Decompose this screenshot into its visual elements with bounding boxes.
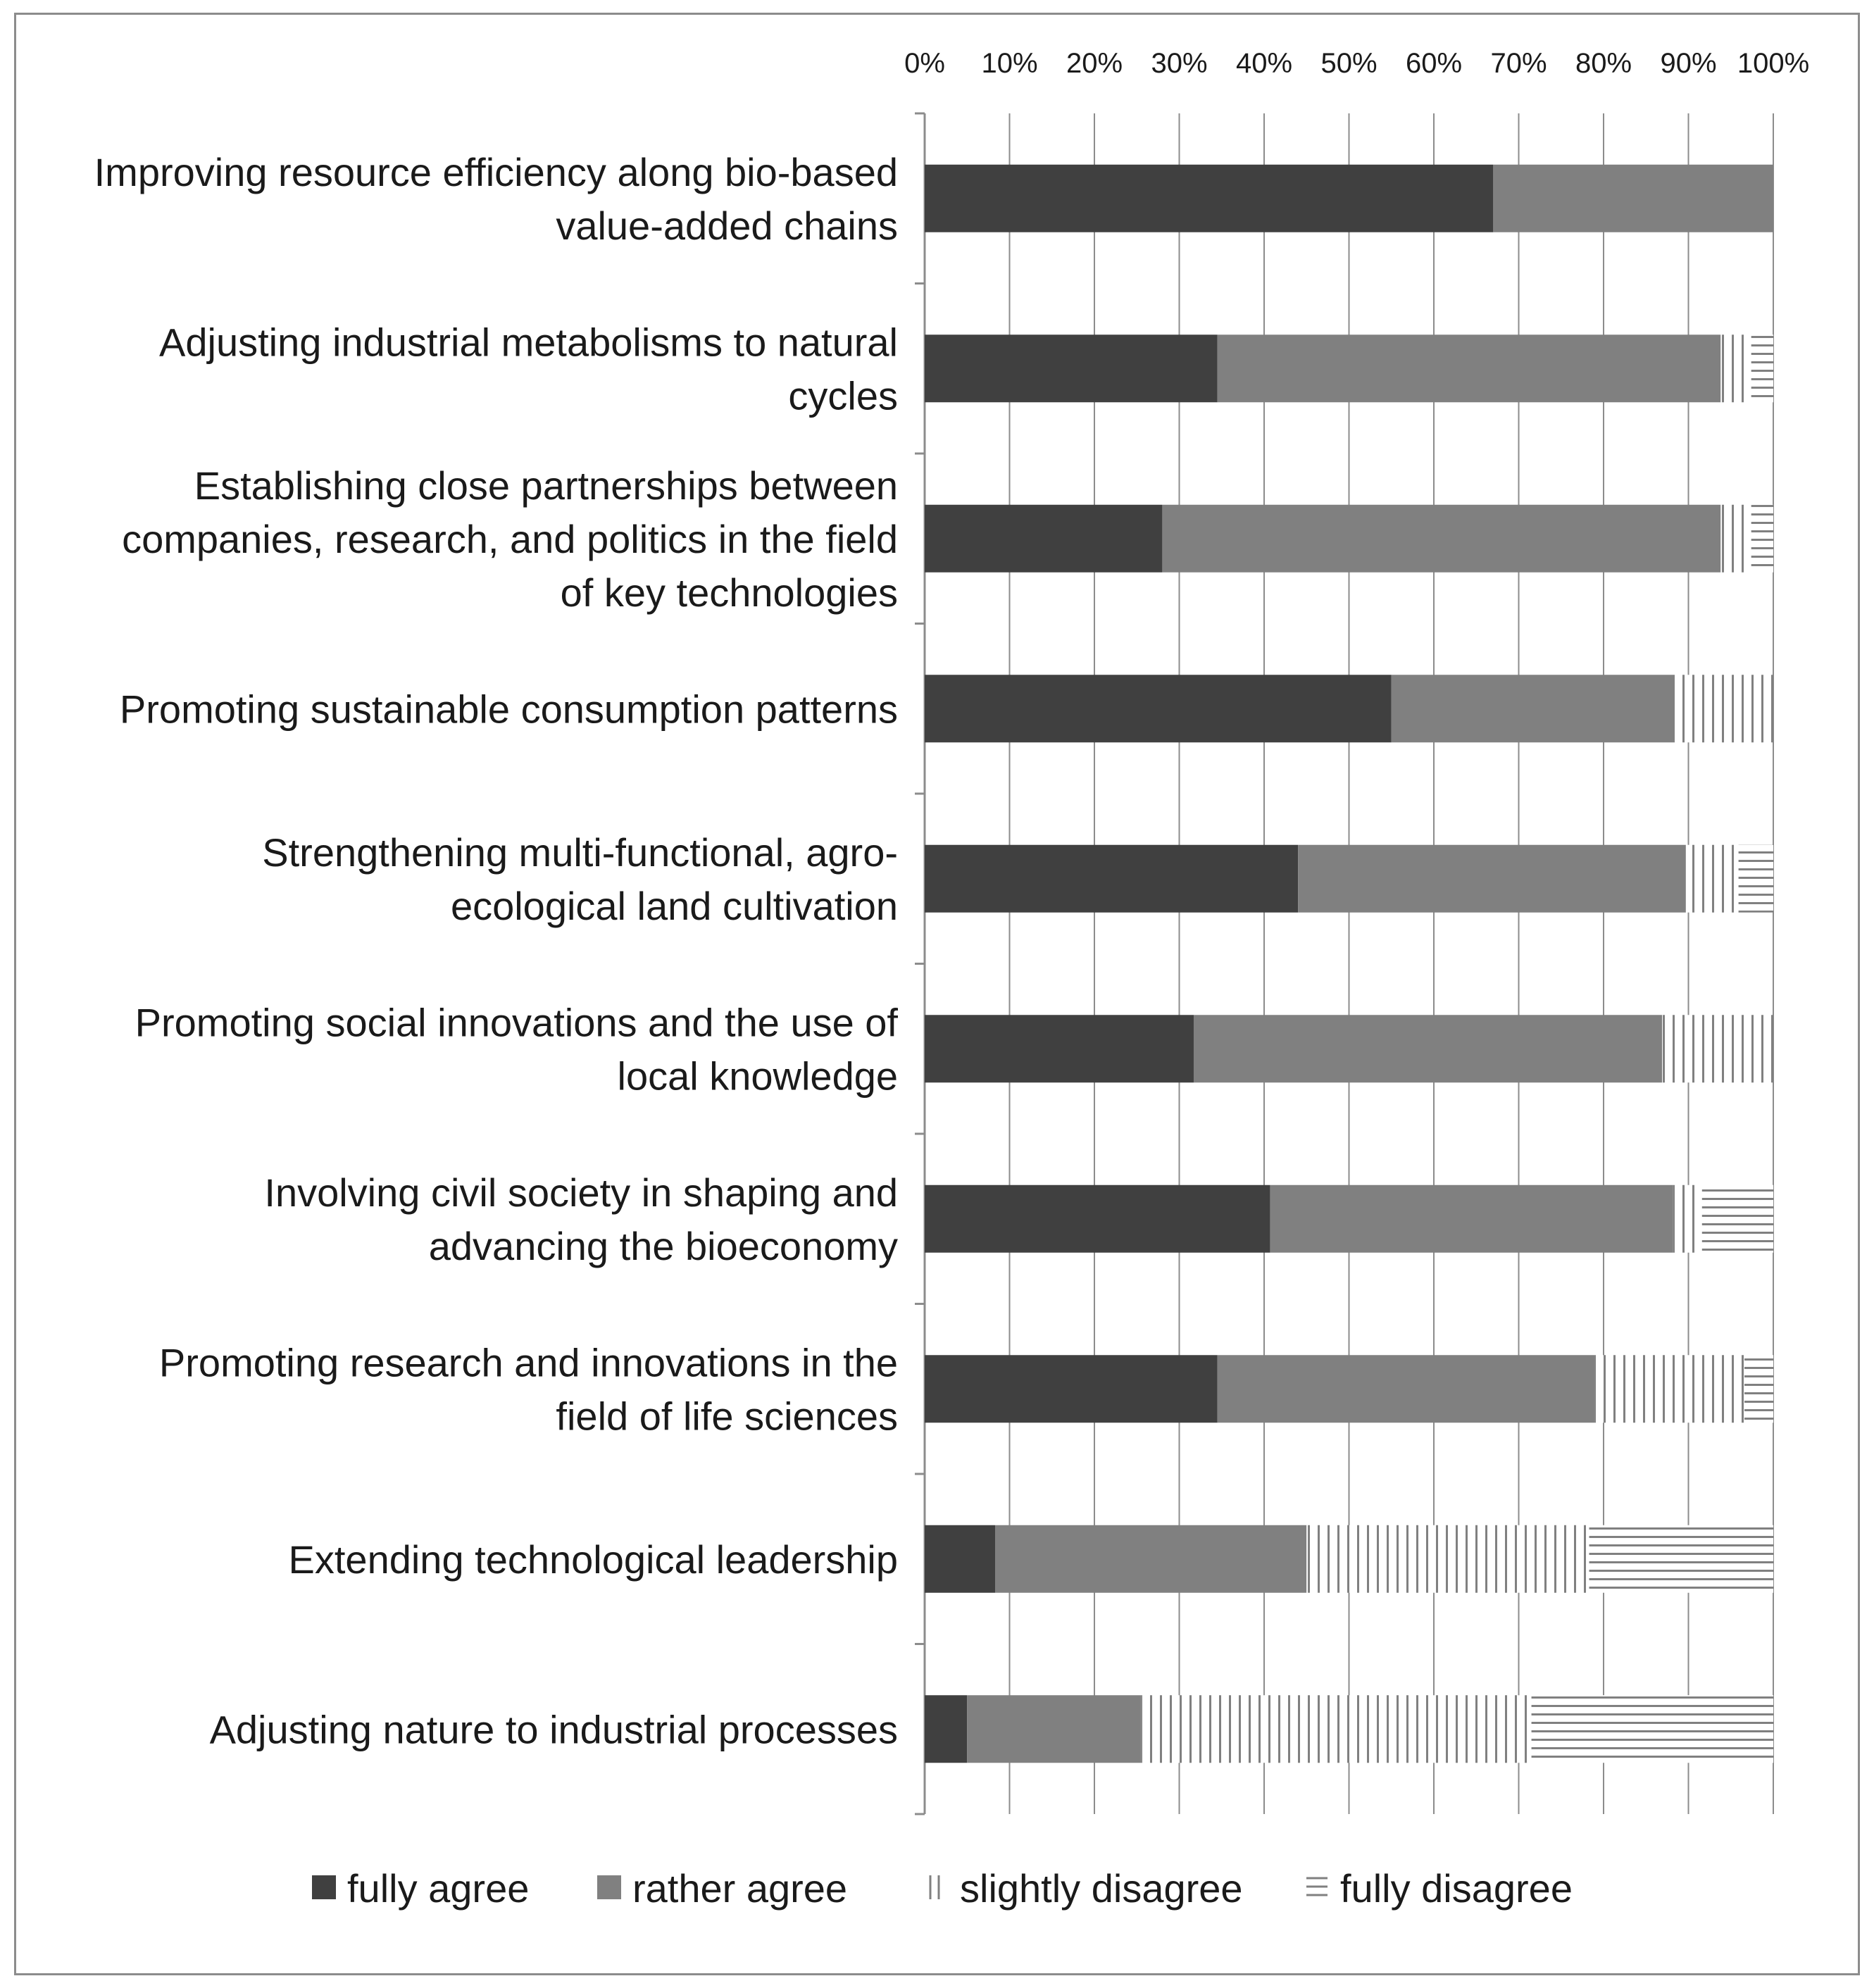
category-label-line: Adjusting industrial metabolisms to natu… bbox=[159, 320, 898, 364]
bar-rather-agree bbox=[1162, 504, 1721, 573]
category-label: Adjusting nature to industrial processes bbox=[210, 1707, 898, 1751]
bar-fully-disagree bbox=[1738, 844, 1773, 913]
x-tick-label: 60% bbox=[1406, 48, 1462, 79]
x-tick-label: 30% bbox=[1151, 48, 1207, 79]
bar-slightly-disagree bbox=[1141, 1695, 1532, 1763]
category-label: Promoting research and innovations in th… bbox=[159, 1340, 898, 1438]
bar-slightly-disagree bbox=[1685, 844, 1739, 913]
x-tick-label: 80% bbox=[1575, 48, 1632, 79]
category-label: Promoting sustainable consumption patter… bbox=[120, 687, 898, 731]
category-label: Adjusting industrial metabolisms to natu… bbox=[159, 320, 898, 418]
bar-slightly-disagree bbox=[1674, 675, 1773, 743]
category-label-line: Involving civil society in shaping and bbox=[264, 1170, 898, 1215]
category-label-line: cycles bbox=[788, 373, 898, 418]
bar-fully-agree bbox=[925, 1525, 996, 1593]
bar-fully-disagree bbox=[1751, 504, 1773, 573]
category-label: Establishing close partnerships between c… bbox=[122, 463, 898, 615]
bar-rather-agree bbox=[1493, 164, 1773, 232]
category-label-line: ecological land cultivation bbox=[451, 884, 898, 928]
y-axis bbox=[915, 112, 926, 1815]
bar-fully-agree bbox=[925, 1695, 968, 1763]
x-tick-label: 0% bbox=[904, 48, 945, 79]
x-tick-label: 20% bbox=[1066, 48, 1123, 79]
bar-slightly-disagree bbox=[1720, 504, 1751, 573]
category-label-line: advancing the bioeconomy bbox=[429, 1224, 898, 1268]
bar-rather-agree bbox=[967, 1695, 1142, 1763]
bar-rather-agree bbox=[995, 1525, 1307, 1593]
category-label-line: Adjusting nature to industrial processes bbox=[210, 1707, 898, 1751]
category-label-line: companies, research, and politics in the… bbox=[122, 517, 898, 561]
category-label-line: Promoting social innovations and the use… bbox=[135, 1000, 899, 1044]
category-label-line: Promoting sustainable consumption patter… bbox=[120, 687, 898, 731]
chart-frame: 0% 10% 20% 30% 40% 50% 60% 70% 80% 90% 100% Improv… bbox=[14, 13, 1860, 1975]
legend-label: fully agree bbox=[347, 1866, 529, 1911]
bar-fully-agree bbox=[925, 844, 1299, 913]
x-tick-label: 50% bbox=[1320, 48, 1377, 79]
legend-swatch-fully-agree bbox=[312, 1875, 336, 1899]
bar-fully-agree bbox=[925, 335, 1218, 403]
bar-slightly-disagree bbox=[1720, 335, 1751, 403]
legend-label: rather agree bbox=[632, 1866, 847, 1911]
category-label-line: of key technologies bbox=[561, 570, 898, 615]
x-tick-label: 70% bbox=[1490, 48, 1547, 79]
bar-fully-agree bbox=[925, 675, 1392, 743]
category-label-line: Improving resource efficiency along bio-… bbox=[94, 150, 898, 194]
category-label: Strengthening multi-functional, agro-eco… bbox=[262, 830, 898, 928]
category-label-line: local knowledge bbox=[618, 1054, 898, 1098]
legend-label: fully disagree bbox=[1340, 1866, 1573, 1911]
bar-rather-agree bbox=[1298, 844, 1686, 913]
category-label: Extending technological leadership bbox=[289, 1537, 898, 1582]
bar-slightly-disagree bbox=[1594, 1355, 1745, 1423]
legend-swatch-fully-disagree bbox=[1306, 1877, 1328, 1896]
category-label-line: field of life sciences bbox=[556, 1394, 898, 1438]
category-label-line: value-added chains bbox=[556, 204, 898, 248]
bar-slightly-disagree bbox=[1673, 1184, 1702, 1253]
bar-rather-agree bbox=[1391, 675, 1675, 743]
category-label-line: Strengthening multi-functional, agro- bbox=[262, 830, 898, 875]
bar-fully-agree bbox=[925, 1015, 1194, 1083]
bar-rather-agree bbox=[1217, 1355, 1595, 1423]
bar-fully-disagree bbox=[1744, 1355, 1773, 1423]
bar-fully-agree bbox=[925, 164, 1494, 232]
legend-swatch-slightly-disagree bbox=[929, 1875, 940, 1899]
category-label: Involving civil society in shaping and ad… bbox=[264, 1170, 898, 1268]
legend-swatch-rather-agree bbox=[597, 1875, 621, 1899]
category-label-line: Extending technological leadership bbox=[289, 1537, 898, 1582]
x-tick-label: 100% bbox=[1737, 48, 1809, 79]
bar-rather-agree bbox=[1270, 1184, 1673, 1253]
bar-fully-disagree bbox=[1589, 1525, 1773, 1593]
bar-rather-agree bbox=[1193, 1015, 1663, 1083]
x-tick-label: 40% bbox=[1236, 48, 1292, 79]
category-label: Promoting social innovations and the use… bbox=[135, 1000, 899, 1098]
bar-fully-disagree bbox=[1531, 1695, 1773, 1763]
category-labels: Improving resource efficiency along bio-… bbox=[94, 150, 899, 1752]
bar-slightly-disagree bbox=[1662, 1015, 1773, 1083]
category-label-line: Establishing close partnerships between bbox=[194, 463, 898, 508]
bar-fully-agree bbox=[925, 1355, 1218, 1423]
bar-fully-disagree bbox=[1701, 1184, 1773, 1253]
x-axis-tick-labels: 0% 10% 20% 30% 40% 50% 60% 70% 80% 90% 100% bbox=[904, 48, 1809, 79]
bar-fully-disagree bbox=[1751, 335, 1773, 403]
category-label-line: Promoting research and innovations in th… bbox=[159, 1340, 898, 1384]
bar-fully-agree bbox=[925, 504, 1163, 573]
bar-rather-agree bbox=[1217, 335, 1721, 403]
bar-fully-agree bbox=[925, 1184, 1270, 1253]
stacked-bar-chart: 0% 10% 20% 30% 40% 50% 60% 70% 80% 90% 100% Improv… bbox=[94, 48, 1810, 1911]
bar-slightly-disagree bbox=[1306, 1525, 1589, 1593]
x-tick-label: 90% bbox=[1660, 48, 1716, 79]
x-tick-label: 10% bbox=[981, 48, 1037, 79]
bars bbox=[925, 164, 1773, 1763]
legend-label: slightly disagree bbox=[960, 1866, 1243, 1911]
category-label: Improving resource efficiency along bio-… bbox=[94, 150, 898, 248]
legend: fully agree rather agree slightly disagree… bbox=[312, 1866, 1573, 1911]
